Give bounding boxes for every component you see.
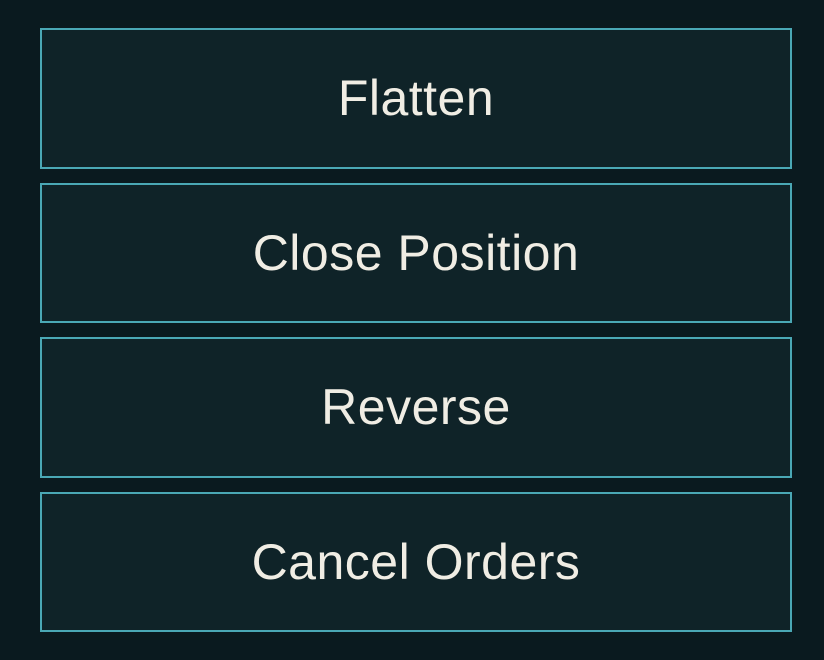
flatten-button[interactable]: Flatten: [40, 28, 792, 169]
cancel-orders-button[interactable]: Cancel Orders: [40, 492, 792, 633]
close-position-button[interactable]: Close Position: [40, 183, 792, 324]
reverse-button[interactable]: Reverse: [40, 337, 792, 478]
